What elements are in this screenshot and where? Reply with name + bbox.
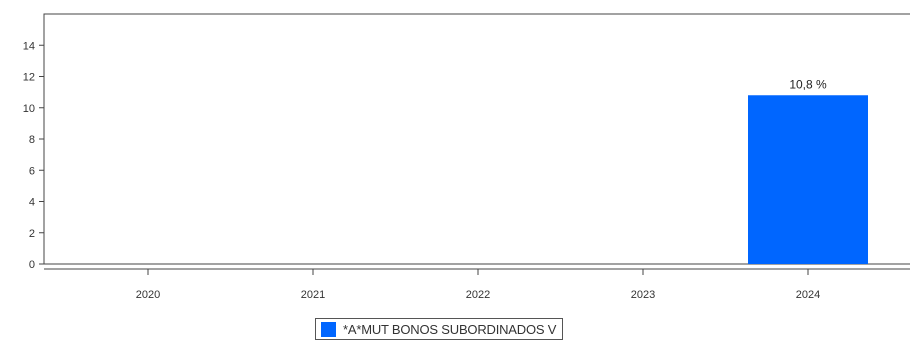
y-tick-label: 2 <box>29 228 35 240</box>
bar <box>748 95 868 264</box>
x-tick-label: 2022 <box>466 289 490 301</box>
y-tick-label: 10 <box>23 103 35 115</box>
x-axis: 2020 2021 2022 2023 2024 <box>136 269 820 301</box>
legend: *A*MUT BONOS SUBORDINADOS V <box>315 318 564 340</box>
y-tick-label: 12 <box>23 72 35 84</box>
bar-series <box>748 95 868 264</box>
legend-swatch <box>321 321 336 337</box>
y-tick-label: 6 <box>29 165 35 177</box>
y-tick-label: 14 <box>23 40 35 52</box>
x-tick-label: 2021 <box>301 289 325 301</box>
y-axis: 0 2 4 6 8 10 12 14 <box>23 40 44 271</box>
x-tick-label: 2023 <box>631 289 655 301</box>
bar-data-label: 10,8 % <box>789 77 827 91</box>
y-tick-label: 0 <box>29 259 35 271</box>
y-tick-label: 4 <box>29 197 35 209</box>
legend-label: *A*MUT BONOS SUBORDINADOS V <box>343 321 557 337</box>
x-tick-label: 2020 <box>136 289 160 301</box>
data-labels: 10,8 % <box>789 77 827 91</box>
y-tick-label: 8 <box>29 134 35 146</box>
x-tick-label: 2024 <box>796 289 820 301</box>
